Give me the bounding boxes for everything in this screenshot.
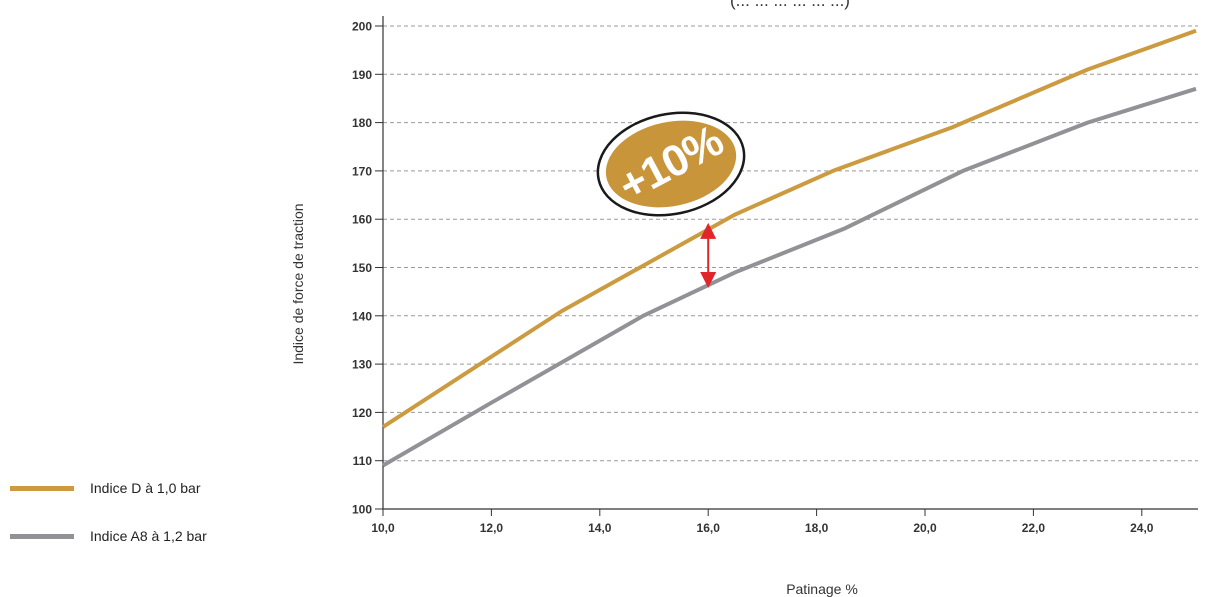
x-tick-label: 12,0	[480, 521, 504, 535]
x-tick-label: 14,0	[588, 521, 612, 535]
x-tick-labels: 10,0 12,0 14,0 16,0 18,0 20,0 22,0 24,0	[371, 521, 1153, 535]
x-tick-label: 10,0	[371, 521, 395, 535]
series-line-indice-a8	[381, 86, 1197, 468]
plus-ten-percent-badge: +10%	[593, 110, 749, 218]
y-tick-label: 110	[353, 454, 373, 468]
x-tick-label: 18,0	[805, 521, 829, 535]
legend-swatch-gold	[10, 486, 74, 491]
series-line-indice-d	[381, 28, 1197, 429]
x-tick-label: 24,0	[1130, 521, 1154, 535]
legend-label: Indice D à 1,0 bar	[90, 480, 201, 496]
x-tick-label: 16,0	[697, 521, 721, 535]
x-tick-label: 20,0	[913, 521, 937, 535]
legend-item: Indice A8 à 1,2 bar	[10, 526, 270, 546]
axes	[375, 16, 1198, 516]
grid-lines	[383, 25, 1198, 462]
y-axis-label: Indice de force de traction	[290, 203, 306, 364]
x-axis-label: Patinage %	[786, 581, 858, 597]
x-tick-label: 22,0	[1022, 521, 1046, 535]
chart-title: (... ... ... ... ... ...)	[730, 0, 850, 10]
series-lines	[381, 28, 1197, 468]
legend-label: Indice A8 à 1,2 bar	[90, 528, 207, 544]
y-tick-labels: 100 110 120 130 140 150 160 170 180 190 200	[352, 20, 372, 517]
y-tick-label: 200	[352, 20, 372, 34]
y-tick-label: 180	[352, 116, 372, 130]
y-tick-label: 120	[352, 406, 372, 420]
y-tick-label: 190	[352, 68, 372, 82]
y-tick-label: 140	[352, 309, 372, 323]
y-tick-label: 150	[352, 261, 372, 275]
y-tick-label: 100	[352, 503, 372, 517]
y-tick-label: 160	[352, 213, 372, 227]
y-tick-label: 170	[352, 164, 372, 178]
legend-item: Indice D à 1,0 bar	[10, 478, 270, 498]
legend-swatch-grey	[10, 534, 74, 539]
y-tick-label: 130	[352, 358, 372, 372]
